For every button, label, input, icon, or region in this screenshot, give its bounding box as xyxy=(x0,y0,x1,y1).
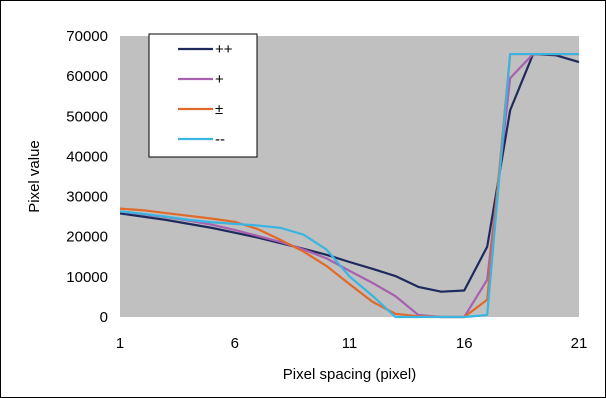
legend: +++±-- xyxy=(148,33,258,158)
x-tick-label: 11 xyxy=(342,335,358,352)
y-tick-label: 10000 xyxy=(66,269,108,286)
series-line xyxy=(119,52,579,319)
legend-label: ± xyxy=(215,101,223,118)
y-tick-label: 70000 xyxy=(66,28,108,45)
legend-box xyxy=(148,33,258,158)
series-line xyxy=(119,52,580,293)
legend-label: ++ xyxy=(215,41,233,58)
y-axis-title: Pixel value xyxy=(26,140,43,213)
series-lines xyxy=(119,52,580,319)
y-tick-label: 0 xyxy=(100,309,108,326)
y-tick-label: 50000 xyxy=(66,108,108,125)
x-tick-label: 16 xyxy=(456,335,473,352)
y-tick-label: 30000 xyxy=(66,189,108,206)
y-tick-label: 60000 xyxy=(66,68,108,85)
y-tick-label: 40000 xyxy=(66,148,108,165)
x-axis-ticks: 1 6 11 16 21 xyxy=(116,335,588,352)
y-axis-ticks: 0 10000 20000 30000 40000 50000 60000 70000 xyxy=(66,28,108,326)
x-tick-label: 1 xyxy=(116,335,124,352)
legend-label: + xyxy=(215,71,224,88)
y-tick-label: 20000 xyxy=(66,229,108,246)
x-axis-title: Pixel spacing (pixel) xyxy=(283,366,416,383)
x-tick-label: 6 xyxy=(231,335,239,352)
legend-label: -- xyxy=(215,131,225,148)
x-tick-label: 21 xyxy=(571,335,588,352)
